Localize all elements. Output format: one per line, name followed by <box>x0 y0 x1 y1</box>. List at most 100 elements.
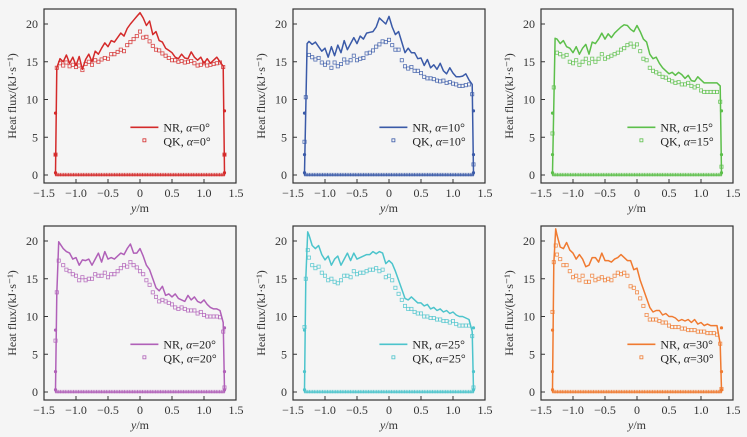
series-qk-marker <box>64 60 69 65</box>
series-qk-marker <box>457 323 462 328</box>
series-qk-marker <box>470 92 475 97</box>
y-tick-label: 15 <box>275 272 287 286</box>
series-qk-marker <box>185 59 190 64</box>
series-qk-marker <box>593 59 598 64</box>
series-qk-marker <box>179 58 184 63</box>
series-qk-marker <box>329 65 334 70</box>
x-tick-label: 1.5 <box>229 186 244 200</box>
series-qk-marker <box>583 56 588 61</box>
series-qk-marker <box>163 53 168 58</box>
legend-alpha-symbol: α <box>186 337 193 351</box>
series-qk-marker <box>166 55 171 60</box>
series-qk-marker <box>169 302 174 307</box>
series-qk-marker <box>214 61 219 66</box>
x-tick-label: −1.5 <box>282 186 304 200</box>
series-qk-marker <box>345 273 350 278</box>
legend-series-name: QK, <box>660 351 683 365</box>
series-qk-marker <box>719 153 724 157</box>
series-qk-marker <box>141 35 146 40</box>
series-qk-marker <box>332 279 337 284</box>
legend-alpha-symbol: α <box>436 134 443 148</box>
series-qk-marker <box>345 60 350 65</box>
series-qk-marker <box>550 388 555 392</box>
y-tick-label: 0 <box>529 385 535 399</box>
series-qk-marker <box>351 53 356 58</box>
series-qk-marker <box>217 315 222 320</box>
series-qk-marker <box>80 275 85 280</box>
legend-alpha-symbol: α <box>683 120 690 134</box>
series-qk-marker <box>316 55 321 60</box>
series-qk-marker <box>695 83 700 88</box>
series-qk-marker <box>313 57 318 62</box>
series-qk-marker <box>683 326 688 331</box>
series-qk-marker <box>587 279 592 284</box>
series-qk-marker <box>383 40 388 45</box>
series-qk-marker <box>302 328 307 332</box>
y-tick-label: 20 <box>275 17 287 31</box>
series-qk-marker <box>641 56 646 61</box>
series-qk-marker <box>205 314 210 319</box>
y-tick-label: 20 <box>26 17 38 31</box>
legend-series-name: NR, <box>412 120 435 134</box>
series-qk-marker <box>558 257 563 262</box>
series-qk-marker <box>718 341 723 346</box>
series-qk-marker <box>329 276 334 281</box>
series-qk-marker <box>647 65 652 70</box>
legend-alpha-symbol: α <box>684 134 691 148</box>
x-tick-label: −1.0 <box>562 403 584 417</box>
series-qk-marker <box>550 153 555 157</box>
series-qk-marker <box>90 62 95 67</box>
series-qk-marker <box>77 278 82 283</box>
x-tick-label: 0.5 <box>165 403 180 417</box>
series-qk-marker <box>692 328 697 333</box>
series-qk-marker <box>612 273 617 278</box>
series-qk-marker <box>402 64 407 69</box>
series-qk-marker <box>169 58 174 63</box>
legend-alpha-value: =20° <box>193 351 217 365</box>
series-qk-marker <box>428 76 433 81</box>
series-qk-marker <box>587 61 592 66</box>
x-tick-label: −0.5 <box>97 403 119 417</box>
series-qk-marker <box>144 34 149 39</box>
series-qk-marker <box>450 319 455 324</box>
panel-alpha-25: −1.5 −1.0 −0.5 0 0.5 1.0 1.5 0 5 10 15 20 y/m Heat fl… <box>254 225 493 432</box>
legend-series-name: NR, <box>660 337 683 351</box>
series-qk-marker <box>322 273 327 278</box>
series-qk-marker <box>192 61 197 66</box>
series-qk-marker <box>615 270 620 275</box>
series-qk-marker <box>112 52 117 57</box>
series-qk-marker <box>302 370 307 374</box>
series-qk-marker <box>185 308 190 313</box>
legend-label-nr: NR, α=15° <box>660 120 713 134</box>
y-tick-label: 20 <box>523 234 535 248</box>
series-qk-marker <box>195 311 200 316</box>
series-qk-marker <box>577 278 582 283</box>
series-qk-marker <box>217 60 222 65</box>
series-qk-marker <box>390 43 395 48</box>
series-qk-marker <box>603 278 608 283</box>
y-tick-label: 5 <box>281 130 287 144</box>
y-tick-label: 5 <box>281 347 287 361</box>
series-qk-marker <box>399 58 404 63</box>
series-qk-marker <box>719 388 724 392</box>
series-qk-marker <box>86 276 91 281</box>
series-qk-marker <box>580 273 585 278</box>
series-qk-marker <box>612 52 617 57</box>
series-qk-marker <box>434 78 439 83</box>
series-qk-marker <box>189 58 194 63</box>
series-qk-marker <box>651 317 656 322</box>
series-qk-marker <box>354 272 359 277</box>
x-axis-unit: /m <box>136 201 149 215</box>
series-qk-marker <box>367 267 372 272</box>
series-qk-marker <box>173 58 178 63</box>
series-qk-marker <box>313 266 318 271</box>
x-tick-label: −1.5 <box>530 186 552 200</box>
series-qk-marker <box>550 309 555 314</box>
legend-alpha-value: =10° <box>441 120 465 134</box>
series-qk-marker <box>428 316 433 321</box>
legend-series-name: QK, <box>660 134 683 148</box>
panel-alpha-0: −1.5 −1.0 −0.5 0 0.5 1.0 1.5 0 5 10 15 20 y/m Heat fl… <box>5 8 244 215</box>
series-qk-marker <box>310 55 315 60</box>
series-qk-marker <box>211 314 216 319</box>
series-qk-marker <box>660 74 665 79</box>
